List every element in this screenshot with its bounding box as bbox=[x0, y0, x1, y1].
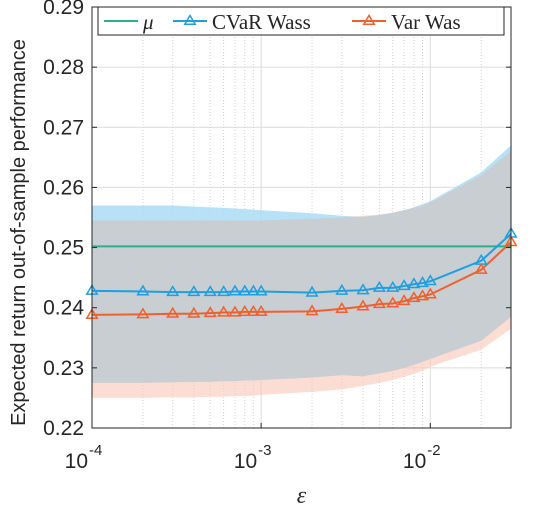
data-point-var-was bbox=[386, 296, 400, 308]
y-tick-label: 0.25 bbox=[43, 237, 84, 260]
data-point-cvar-wass bbox=[246, 284, 260, 296]
data-point-var-was bbox=[416, 289, 430, 301]
data-point-cvar-wass bbox=[136, 284, 150, 296]
data-point-cvar-wass bbox=[386, 280, 400, 292]
data-point-var-was bbox=[217, 305, 231, 317]
data-point-cvar-wass bbox=[416, 276, 430, 288]
data-point-var-was bbox=[423, 287, 437, 299]
x-tick-label-base: 10 bbox=[403, 450, 426, 473]
data-point-var-was bbox=[356, 299, 370, 311]
data-point-var-was bbox=[166, 306, 180, 318]
band-overlap bbox=[92, 151, 511, 383]
data-point-var-was bbox=[187, 306, 201, 318]
data-point-cvar-wass bbox=[335, 283, 349, 295]
x-tick-label-exponent: -2 bbox=[427, 442, 440, 459]
x-tick-label-exponent: -4 bbox=[89, 442, 102, 459]
data-point-var-was bbox=[305, 304, 319, 316]
y-tick-label: 0.22 bbox=[43, 417, 84, 440]
y-tick-label: 0.23 bbox=[43, 357, 84, 380]
data-point-cvar-wass bbox=[166, 285, 180, 297]
data-point-var-was bbox=[335, 301, 349, 313]
legend: μ CVaR Wass Var Was bbox=[97, 6, 505, 36]
y-tick-labels: 0.22 0.23 0.24 0.25 0.26 0.27 0.28 0.29 bbox=[43, 0, 84, 440]
data-point-var-was bbox=[372, 297, 386, 309]
y-tick-label: 0.27 bbox=[43, 116, 84, 139]
data-point-cvar-wass bbox=[423, 274, 437, 286]
legend-marker-cvar-wass bbox=[183, 14, 197, 26]
data-point-cvar-wass bbox=[372, 280, 386, 292]
data-point-cvar-wass bbox=[187, 285, 201, 297]
x-tick-label-base: 10 bbox=[65, 450, 88, 473]
legend-item-cvar-wass: CVaR Wass bbox=[173, 10, 311, 34]
legend-label-mu: μ bbox=[142, 10, 154, 34]
y-tick-label: 0.24 bbox=[43, 297, 84, 320]
data-point-var-was bbox=[246, 304, 260, 316]
legend-label-var-was: Var Was bbox=[391, 10, 461, 34]
y-tick-label: 0.26 bbox=[43, 176, 84, 199]
data-point-cvar-wass bbox=[238, 284, 252, 296]
legend-box bbox=[97, 6, 505, 36]
data-point-var-was bbox=[238, 304, 252, 316]
data-point-cvar-wass bbox=[254, 284, 268, 296]
x-tick-label: 10 -3 bbox=[234, 442, 272, 473]
legend-marker-var-was bbox=[362, 14, 376, 26]
y-tick-label: 0.28 bbox=[43, 56, 84, 79]
x-tick-labels: 10 -4 10 -3 10 -2 bbox=[65, 442, 441, 473]
data-point-cvar-wass bbox=[356, 283, 370, 295]
data-point-cvar-wass bbox=[407, 277, 421, 289]
legend-item-mu: μ bbox=[104, 10, 154, 34]
x-tick-label-exponent: -3 bbox=[258, 442, 271, 459]
x-tick-label: 10 -2 bbox=[403, 442, 441, 473]
y-tick-label: 0.29 bbox=[43, 0, 84, 19]
data-point-var-was bbox=[136, 307, 150, 319]
data-point-var-was bbox=[397, 294, 411, 306]
x-axis-label: ε bbox=[297, 483, 307, 509]
data-point-var-was bbox=[228, 305, 242, 317]
data-point-var-was bbox=[474, 262, 488, 274]
data-point-var-was bbox=[407, 291, 421, 303]
data-point-cvar-wass bbox=[305, 285, 319, 297]
x-tick-label: 10 -4 bbox=[65, 442, 103, 473]
y-axis-label: Expected return out-of-sample performanc… bbox=[8, 39, 30, 426]
data-point-cvar-wass bbox=[228, 284, 242, 296]
data-point-cvar-wass bbox=[203, 285, 217, 297]
x-tick-label-base: 10 bbox=[234, 450, 257, 473]
legend-label-cvar-wass: CVaR Wass bbox=[212, 10, 311, 34]
data-point-var-was bbox=[203, 306, 217, 318]
data-point-cvar-wass bbox=[397, 279, 411, 291]
legend-item-var-was: Var Was bbox=[352, 10, 461, 34]
confidence-bands bbox=[92, 145, 511, 398]
data-point-var-was bbox=[254, 304, 268, 316]
data-point-cvar-wass bbox=[217, 285, 231, 297]
